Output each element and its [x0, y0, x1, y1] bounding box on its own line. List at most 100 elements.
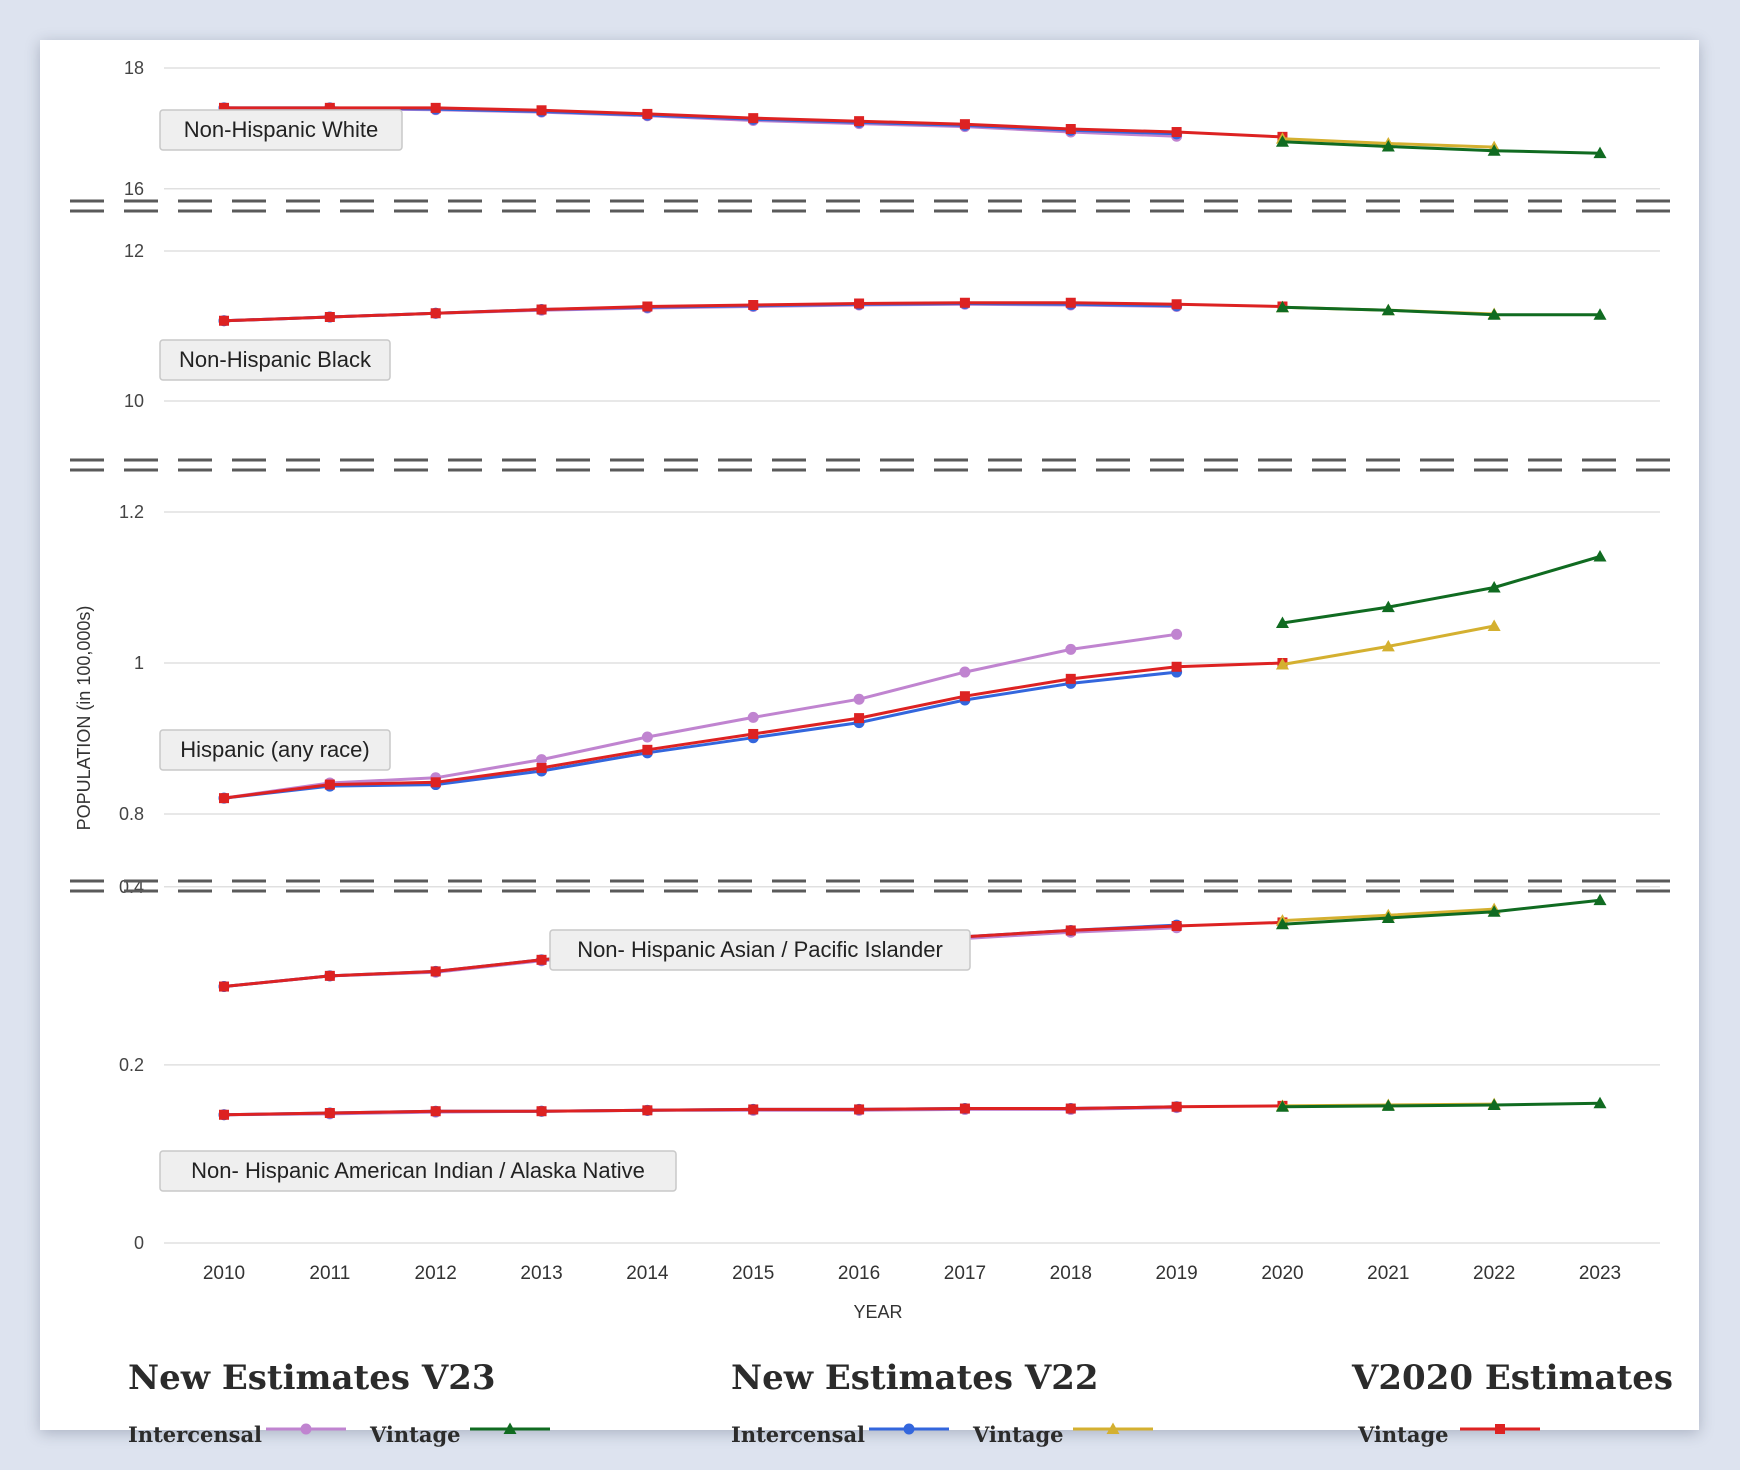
legend-marker: [903, 1423, 915, 1435]
data-point: [642, 1105, 653, 1116]
data-point: [1171, 628, 1183, 640]
data-point: [324, 1107, 335, 1118]
data-point: [1381, 600, 1395, 613]
data-point: [1487, 1098, 1501, 1110]
data-point: [748, 113, 759, 124]
data-point: [854, 713, 865, 724]
data-point: [854, 116, 865, 127]
y-tick-label: 18: [124, 58, 144, 78]
series-v23-vintage: [1275, 1096, 1607, 1112]
data-point: [1171, 661, 1182, 672]
series-line: [1282, 898, 1601, 926]
legend-swatch-v22-intercensal: [869, 1423, 949, 1435]
series-line: [1282, 1101, 1601, 1109]
legend-marker: [1495, 1424, 1505, 1434]
group-label: Non- Hispanic Asian / Pacific Islander: [549, 929, 971, 971]
series-v22-vintage: [1275, 619, 1501, 670]
group-2-1: Non-Hispanic Black: [159, 297, 1607, 381]
series-line: [1282, 305, 1600, 317]
group-label-box: [549, 929, 971, 971]
x-tick-label: 2012: [415, 1263, 457, 1284]
legend-title-v22: New Estimates V22: [731, 1358, 1099, 1398]
data-point: [536, 105, 547, 116]
group-label: Non- Hispanic American Indian / Alaska N…: [159, 1150, 677, 1192]
data-point: [536, 304, 547, 315]
legend-swatch-v23-intercensal: [266, 1423, 346, 1435]
data-point: [1065, 297, 1076, 308]
series-line: [223, 632, 1177, 800]
data-point: [1487, 581, 1501, 593]
x-tick-label: 2015: [732, 1263, 774, 1284]
data-point: [1065, 925, 1076, 936]
data-point: [1487, 308, 1501, 320]
legend-label-v22-intercensal: Intercensal: [731, 1422, 866, 1447]
data-point: [1381, 303, 1395, 316]
legend-marker: [1106, 1422, 1120, 1434]
data-point: [1593, 550, 1607, 562]
data-point: [430, 777, 441, 788]
data-point: [430, 966, 441, 977]
data-point: [1275, 658, 1289, 670]
data-point: [1171, 299, 1182, 310]
group-label-text: Non- Hispanic American Indian / Alaska N…: [191, 1158, 645, 1183]
data-point: [536, 954, 547, 965]
series-line: [1282, 140, 1601, 155]
group-3-1: Hispanic (any race): [159, 550, 1607, 804]
series-v23-intercensal: [218, 628, 1183, 804]
data-point: [324, 312, 335, 322]
series-v23-vintage: [1275, 893, 1607, 930]
x-tick-label: 2010: [203, 1263, 245, 1284]
data-point: [1487, 905, 1501, 917]
data-point: [324, 102, 335, 113]
data-point: [1381, 1099, 1395, 1111]
group-1-1: Non-Hispanic White: [159, 102, 1607, 159]
group-label: Hispanic (any race): [159, 729, 391, 771]
data-point: [1171, 127, 1182, 138]
data-point: [1275, 300, 1289, 313]
legend-swatch-v2020-vintage: [1460, 1424, 1540, 1434]
legend-label-v22-vintage: Vintage: [973, 1422, 1064, 1447]
data-point: [854, 298, 865, 309]
data-point: [1487, 619, 1501, 632]
y-tick-label: 0: [134, 1233, 144, 1253]
data-point: [747, 711, 759, 723]
series-v23-vintage: [1275, 300, 1607, 320]
x-tick-label: 2014: [626, 1263, 669, 1284]
series-line: [223, 670, 1177, 800]
axis-break-1: [70, 199, 1672, 213]
data-point: [1381, 639, 1395, 652]
data-point: [642, 744, 653, 755]
group-label-box: [159, 109, 403, 151]
group-label-box: [159, 1150, 677, 1192]
x-tick-label: 2013: [520, 1263, 562, 1284]
data-point: [430, 1106, 441, 1117]
data-point: [536, 1106, 547, 1117]
legend-label-v23-intercensal: Intercensal: [128, 1422, 263, 1447]
y-tick-label: 1.2: [119, 502, 144, 522]
series-v2020-vintage: [219, 1100, 1288, 1120]
x-tick-label: 2011: [309, 1263, 350, 1284]
y-tick-label: 1: [134, 653, 144, 673]
data-point: [1275, 1100, 1289, 1112]
data-point: [1065, 643, 1077, 655]
data-point: [1065, 1103, 1076, 1114]
data-point: [959, 666, 971, 678]
data-point: [641, 731, 653, 743]
x-tick-label: 2017: [944, 1263, 986, 1284]
data-point: [324, 970, 335, 981]
axis-break-3: [70, 879, 1672, 893]
data-point: [219, 315, 229, 326]
legend-title-v23: New Estimates V23: [128, 1358, 496, 1398]
y-tick-label: 10: [124, 391, 144, 411]
data-point: [219, 1109, 229, 1120]
data-point: [1593, 1096, 1607, 1109]
x-tick-label: 2021: [1367, 1263, 1409, 1284]
data-point: [1593, 893, 1607, 906]
data-point: [1275, 135, 1289, 147]
data-point: [748, 300, 759, 310]
data-point: [219, 793, 229, 804]
x-tick-label: 2018: [1050, 1263, 1092, 1284]
data-point: [1171, 1101, 1182, 1112]
